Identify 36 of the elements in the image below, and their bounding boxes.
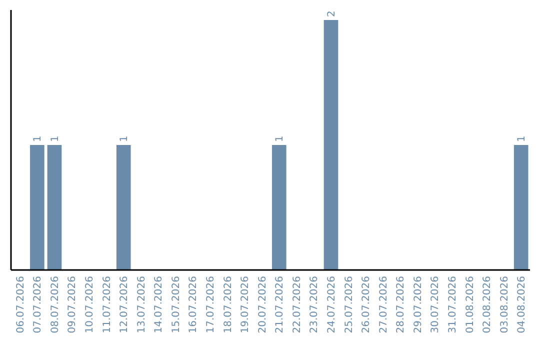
x-tick-label: 09.07.2026 <box>67 276 78 334</box>
x-tick-label: 28.07.2026 <box>396 276 407 334</box>
x-tick-label: 20.07.2026 <box>257 276 268 334</box>
x-tick-label: 14.07.2026 <box>154 276 165 334</box>
x-tick-label: 26.07.2026 <box>361 276 372 334</box>
x-tick-label: 07.07.2026 <box>32 276 44 334</box>
x-tick-label: 31.07.2026 <box>447 276 458 334</box>
x-tick-label: 19.07.2026 <box>240 276 252 334</box>
x-tick-label: 11.07.2026 <box>102 276 113 334</box>
x-tick-label: 04.08.2026 <box>516 276 528 334</box>
x-tick-label: 23.07.2026 <box>309 276 320 334</box>
x-tick-label: 22.07.2026 <box>292 276 303 334</box>
x-tick-label: 29.07.2026 <box>412 276 424 334</box>
x-tick-label: 27.07.2026 <box>378 276 390 334</box>
x-tick-label: 30.07.2026 <box>430 276 442 334</box>
x-tick-label: 13.07.2026 <box>136 276 148 334</box>
x-tick-label: 02.08.2026 <box>482 276 494 334</box>
x-tick-label: 25.07.2026 <box>344 276 355 334</box>
data-label: 1 <box>32 136 44 142</box>
x-tick-label: 21.07.2026 <box>274 276 286 334</box>
data-label: 1 <box>50 136 61 142</box>
x-tick-label: 10.07.2026 <box>84 276 96 334</box>
x-tick-label: 06.07.2026 <box>15 276 26 334</box>
x-tick-label: 16.07.2026 <box>188 276 200 334</box>
x-tick-label: 24.07.2026 <box>326 276 338 334</box>
x-tick-label: 12.07.2026 <box>119 276 130 334</box>
x-tick-label: 01.08.2026 <box>464 276 476 334</box>
x-tick-label: 03.08.2026 <box>499 276 510 334</box>
x-tick-label: 18.07.2026 <box>222 276 234 334</box>
data-label: 1 <box>274 136 286 142</box>
x-tick-label: 15.07.2026 <box>170 276 182 334</box>
x-tick-label: 08.07.2026 <box>50 276 61 334</box>
data-label: 1 <box>119 136 130 142</box>
data-label: 2 <box>326 10 338 17</box>
x-tick-label: 17.07.2026 <box>206 276 217 334</box>
data-label: 1 <box>516 136 528 142</box>
